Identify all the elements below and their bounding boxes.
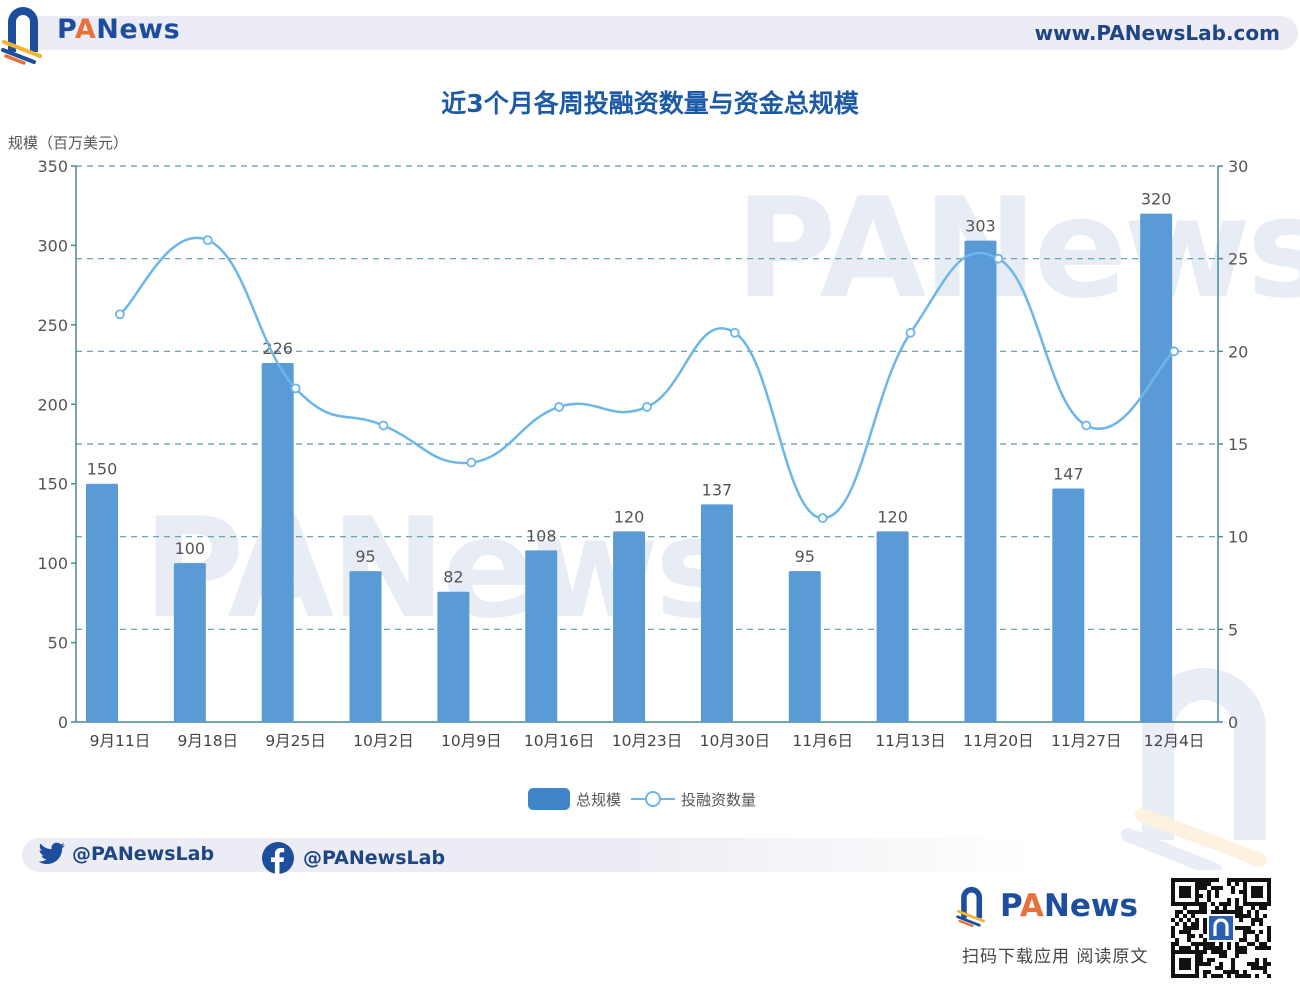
- bar[interactable]: [964, 240, 997, 723]
- y-axis-right-tick: 5: [1228, 620, 1238, 639]
- social-bar: [22, 838, 1032, 872]
- bar[interactable]: [700, 504, 733, 722]
- y-axis-left-tick: 200: [37, 395, 68, 414]
- line-point-marker[interactable]: [202, 235, 213, 246]
- twitter-icon: [38, 842, 65, 865]
- line-point-marker[interactable]: [1081, 420, 1092, 431]
- bar[interactable]: [261, 362, 294, 722]
- line-point-marker[interactable]: [905, 327, 916, 338]
- facebook-handle[interactable]: @PANewsLab: [262, 842, 445, 874]
- bar[interactable]: [1052, 488, 1085, 722]
- x-axis-tick: 9月18日: [177, 732, 238, 750]
- qr-code-icon[interactable]: [1171, 878, 1271, 978]
- twitter-handle[interactable]: @PANewsLab: [38, 842, 214, 866]
- bar-value-label: 108: [526, 526, 557, 545]
- line-point-marker[interactable]: [466, 457, 477, 468]
- bar-value-label: 120: [877, 507, 908, 526]
- line-point-marker[interactable]: [993, 253, 1004, 264]
- y-axis-left-tick: 250: [37, 316, 68, 335]
- header-bar: [30, 16, 1298, 50]
- brand-logo-text: PANews: [57, 14, 181, 45]
- chart-legend: 总规模 投融资数量: [528, 788, 756, 810]
- line-point-marker[interactable]: [378, 420, 389, 431]
- line-point-marker[interactable]: [290, 383, 301, 394]
- bar-value-label: 95: [355, 547, 375, 566]
- facebook-icon: [262, 842, 294, 874]
- bar[interactable]: [437, 591, 470, 722]
- x-axis-tick: 9月11日: [90, 732, 151, 750]
- chart-title: 近3个月各周投融资数量与资金总规模: [441, 89, 859, 118]
- bar-value-label: 137: [702, 480, 733, 499]
- x-axis-tick: 12月4日: [1144, 732, 1205, 750]
- legend-label-total[interactable]: 总规模: [576, 790, 622, 809]
- x-axis-tick: 10月23日: [612, 732, 682, 750]
- twitter-handle-text: @PANewsLab: [72, 843, 215, 865]
- x-axis-tick: 10月30日: [700, 732, 770, 750]
- x-axis-tick: 11月20日: [963, 732, 1033, 750]
- line-point-marker[interactable]: [642, 402, 652, 412]
- combo-chart: 0510152025300501001502002503003501501002…: [37, 157, 1248, 750]
- y-axis-right-tick: 25: [1228, 250, 1248, 269]
- bar[interactable]: [173, 563, 206, 722]
- bar[interactable]: [525, 550, 558, 722]
- y-axis-right-tick: 30: [1228, 157, 1248, 176]
- bar-value-label: 82: [443, 568, 463, 587]
- bar-value-label: 303: [965, 217, 996, 236]
- bar[interactable]: [349, 571, 382, 722]
- line-point-marker[interactable]: [554, 402, 565, 412]
- bar-value-label: 95: [795, 547, 815, 566]
- facebook-handle-text: @PANewsLab: [303, 847, 446, 869]
- y-axis-right-tick: 10: [1228, 528, 1248, 547]
- y-axis-right-tick: 0: [1228, 713, 1238, 732]
- x-axis-tick: 10月16日: [524, 732, 594, 750]
- line-point-marker[interactable]: [115, 309, 125, 320]
- bar[interactable]: [876, 531, 909, 722]
- y-axis-left-title: 规模（百万美元）: [8, 134, 129, 152]
- y-axis-left-tick: 350: [37, 157, 68, 176]
- bar[interactable]: [86, 483, 118, 722]
- line-point-marker[interactable]: [729, 327, 740, 338]
- site-url-link[interactable]: www.PANewsLab.com: [1034, 21, 1280, 45]
- footer-subtitle: 扫码下载应用 阅读原文: [962, 947, 1149, 967]
- bar[interactable]: [788, 571, 821, 722]
- x-axis-tick: 10月2日: [353, 732, 414, 750]
- x-axis-tick: 10月9日: [441, 732, 502, 750]
- bar-value-label: 100: [175, 539, 206, 558]
- bar-value-label: 150: [87, 460, 118, 479]
- y-axis-right-tick: 15: [1228, 435, 1248, 454]
- y-axis-left-tick: 150: [37, 475, 68, 494]
- bar-value-label: 120: [614, 507, 645, 526]
- bar-value-label: 320: [1141, 190, 1172, 209]
- bar-value-label: 226: [262, 339, 293, 358]
- y-axis-left-tick: 50: [48, 634, 68, 653]
- bar-value-label: 147: [1053, 464, 1084, 483]
- x-axis-tick: 11月13日: [875, 732, 945, 750]
- y-axis-left-tick: 300: [37, 236, 68, 255]
- x-axis-tick: 11月27日: [1051, 732, 1121, 750]
- x-axis-tick: 11月6日: [792, 732, 853, 750]
- bar[interactable]: [1140, 213, 1173, 722]
- legend-label-count[interactable]: 投融资数量: [681, 790, 757, 809]
- y-axis-right-tick: 20: [1228, 342, 1248, 361]
- footer-brand-text: PANews: [1000, 888, 1138, 924]
- legend-line-marker-icon[interactable]: [631, 789, 676, 809]
- panews-logo-icon: [1, 7, 42, 65]
- bar[interactable]: [613, 531, 646, 722]
- line-point-marker[interactable]: [1169, 346, 1179, 357]
- watermark-logo-mark-icon: [1121, 668, 1267, 870]
- y-axis-left-tick: 0: [58, 713, 68, 732]
- legend-bar-swatch[interactable]: [528, 788, 570, 810]
- footer-logo-icon: [956, 886, 985, 928]
- x-axis-tick: 9月25日: [265, 732, 326, 750]
- y-axis-left-tick: 100: [37, 554, 68, 573]
- line-point-marker[interactable]: [817, 513, 828, 524]
